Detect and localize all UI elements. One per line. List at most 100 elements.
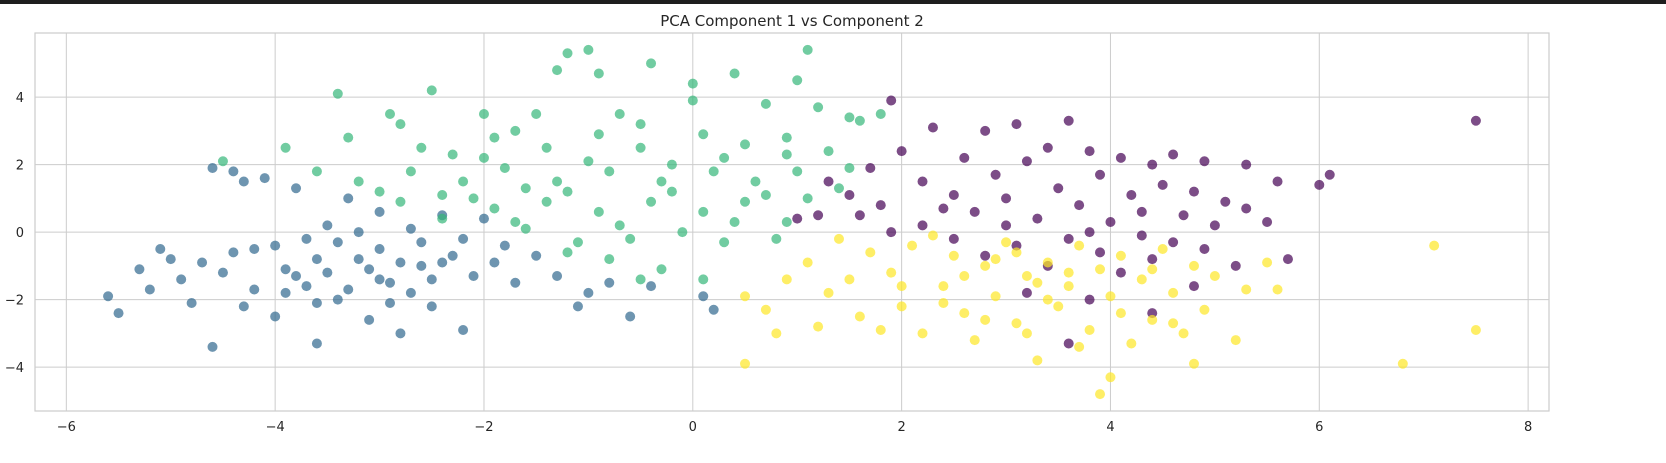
data-point — [176, 274, 187, 285]
data-point — [270, 311, 281, 322]
data-point — [781, 149, 792, 160]
data-point — [917, 176, 928, 187]
data-point — [1011, 247, 1022, 258]
data-point — [635, 274, 646, 285]
data-point — [1115, 250, 1126, 261]
data-point — [740, 196, 751, 207]
data-point — [604, 166, 615, 177]
data-point — [959, 271, 970, 281]
data-point — [917, 328, 928, 339]
data-point — [698, 206, 709, 217]
data-point — [1126, 338, 1137, 349]
data-point — [437, 257, 448, 268]
data-point — [364, 264, 375, 275]
data-point — [311, 298, 322, 308]
data-point — [552, 271, 563, 281]
data-point — [1001, 220, 1012, 231]
data-point — [886, 267, 897, 278]
data-point — [1063, 233, 1074, 244]
data-point — [1021, 156, 1032, 167]
data-point — [1241, 284, 1252, 295]
data-point — [426, 301, 437, 312]
data-point — [405, 223, 416, 234]
data-point — [1147, 314, 1158, 325]
data-point — [1262, 257, 1273, 268]
data-point — [990, 254, 1001, 265]
x-axis-ticks: −6 −4 −2 0 2 4 6 8 — [57, 420, 1533, 435]
data-point — [813, 321, 824, 332]
data-point — [844, 190, 855, 200]
data-point — [1188, 260, 1199, 271]
data-point — [416, 142, 427, 153]
data-point — [781, 274, 792, 285]
data-point — [1397, 358, 1408, 369]
data-point — [374, 206, 385, 217]
data-point — [1021, 328, 1032, 339]
data-point — [938, 298, 949, 308]
data-point — [207, 341, 218, 352]
series-cluster-1 — [792, 95, 1481, 349]
data-point — [1063, 281, 1074, 292]
data-point — [437, 213, 448, 224]
data-point — [217, 156, 228, 167]
data-point — [280, 142, 291, 153]
data-point — [604, 277, 615, 288]
data-point — [270, 240, 281, 251]
data-point — [990, 169, 1001, 180]
series-cluster-4 — [740, 230, 1481, 400]
data-point — [311, 254, 322, 265]
data-point — [1011, 119, 1022, 130]
data-point — [959, 152, 970, 163]
data-point — [374, 244, 385, 254]
data-point — [1084, 146, 1095, 157]
data-point — [593, 129, 604, 140]
data-point — [1199, 244, 1210, 254]
data-point — [896, 281, 907, 292]
data-point — [572, 301, 583, 312]
data-point — [1095, 169, 1106, 180]
data-point — [1115, 267, 1126, 278]
data-point — [1220, 196, 1231, 207]
data-point — [1429, 240, 1440, 251]
data-point — [228, 166, 239, 177]
data-point — [646, 196, 657, 207]
data-point — [1178, 210, 1189, 221]
data-point — [395, 196, 406, 207]
data-point — [217, 267, 228, 278]
data-point — [886, 95, 897, 106]
data-point — [1063, 338, 1074, 349]
data-point — [635, 119, 646, 130]
data-point — [1147, 254, 1158, 265]
data-point — [1136, 230, 1147, 241]
data-point — [1084, 294, 1095, 305]
data-point — [896, 146, 907, 157]
data-point — [1001, 237, 1012, 248]
x-tick-label: 8 — [1524, 420, 1532, 435]
data-point — [186, 298, 197, 308]
data-point — [1084, 227, 1095, 238]
data-point — [865, 247, 876, 258]
data-point — [1063, 115, 1074, 126]
chart-title: PCA Component 1 vs Component 2 — [660, 12, 924, 30]
data-point — [1105, 372, 1116, 383]
data-point — [405, 166, 416, 177]
data-point — [823, 287, 834, 298]
data-point — [771, 233, 782, 244]
data-point — [593, 68, 604, 79]
data-point — [301, 233, 312, 244]
y-tick-label: 2 — [16, 159, 24, 174]
data-point — [103, 291, 114, 302]
data-point — [1470, 115, 1481, 126]
data-point — [854, 115, 865, 126]
data-point — [760, 190, 771, 200]
data-point — [1095, 389, 1106, 400]
data-point — [280, 287, 291, 298]
data-point — [677, 227, 688, 238]
data-point — [969, 206, 980, 217]
data-point — [374, 186, 385, 197]
data-point — [666, 186, 677, 197]
data-point — [1230, 335, 1241, 346]
data-point — [385, 298, 396, 308]
data-point — [1209, 220, 1220, 231]
data-point — [646, 58, 657, 69]
